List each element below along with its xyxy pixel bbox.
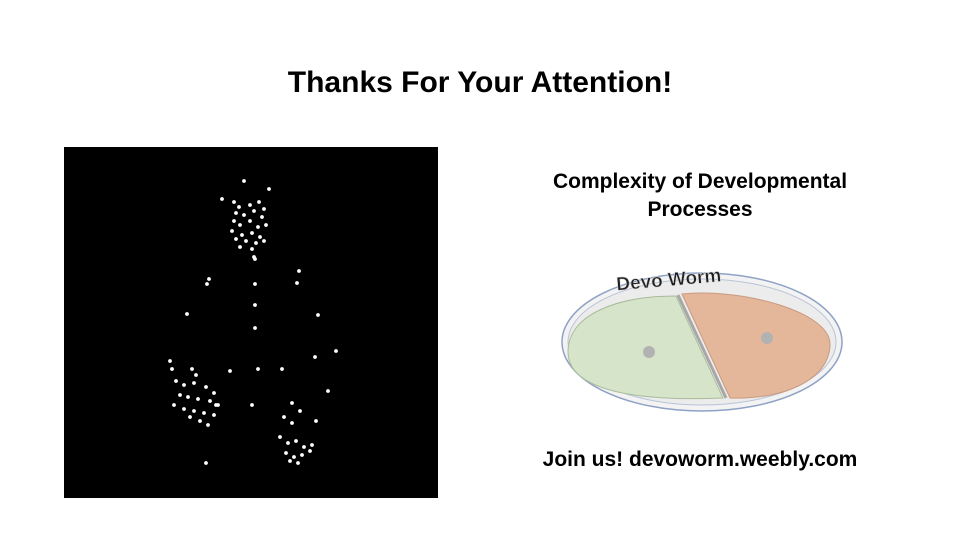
nucleus-dot — [267, 187, 271, 191]
nucleus-dot — [240, 233, 244, 237]
nucleus-dot — [205, 282, 209, 286]
subtitle: Complexity of Developmental Processes — [500, 168, 900, 224]
cell-nuclei-image — [64, 147, 438, 498]
nucleus-dot — [214, 403, 218, 407]
nucleus-dot — [280, 367, 284, 371]
nucleus-dot — [170, 367, 174, 371]
nucleus-dot — [260, 215, 264, 219]
nucleus-dot — [256, 367, 260, 371]
nucleus-dot — [212, 413, 216, 417]
nucleus-dot — [186, 395, 190, 399]
nucleus-dot — [282, 415, 286, 419]
nucleus-dot — [298, 409, 302, 413]
nucleus-dot — [262, 239, 266, 243]
nucleus-dot — [230, 229, 234, 233]
logo-left-nucleus — [643, 346, 655, 358]
nucleus-dot — [190, 367, 194, 371]
nucleus-dot — [196, 397, 200, 401]
nucleus-dot — [182, 407, 186, 411]
logo-divider — [676, 294, 728, 399]
slide-title: Thanks For Your Attention! — [287, 66, 673, 99]
nucleus-dot — [212, 391, 216, 395]
nucleus-dot — [288, 459, 292, 463]
nucleus-dot — [242, 179, 246, 183]
nucleus-dot — [326, 389, 330, 393]
subtitle-line-1: Complexity of Developmental — [552, 170, 848, 193]
nucleus-dot — [292, 455, 296, 459]
nucleus-dot — [192, 381, 196, 385]
nucleus-dot — [234, 237, 238, 241]
cell-nuclei-dots — [168, 179, 338, 465]
nucleus-dot — [310, 443, 314, 447]
devoworm-logo-graphic: Devo Worm — [561, 265, 843, 412]
nucleus-dot — [204, 461, 208, 465]
nucleus-dot — [257, 200, 261, 204]
nucleus-dot — [238, 245, 242, 249]
nucleus-dot — [284, 451, 288, 455]
nucleus-dot — [264, 223, 268, 227]
nucleus-dot — [206, 423, 210, 427]
nucleus-dot — [252, 209, 256, 213]
nucleus-dot — [234, 211, 238, 215]
logo-right-nucleus — [761, 332, 773, 344]
nucleus-dot — [182, 383, 186, 387]
nucleus-dot — [297, 269, 301, 273]
nucleus-dot — [253, 257, 257, 261]
logo-right-half — [681, 292, 831, 399]
nucleus-dot — [232, 200, 236, 204]
subtitle-line-2: Processes — [647, 198, 753, 221]
nucleus-dot — [256, 225, 260, 229]
nucleus-dot — [250, 231, 254, 235]
nucleus-dot — [244, 239, 248, 243]
nucleus-dot — [174, 379, 178, 383]
nucleus-dot — [207, 277, 211, 281]
nucleus-dot — [334, 349, 338, 353]
nucleus-dot — [258, 235, 262, 239]
nucleus-dot — [237, 205, 241, 209]
nucleus-dot — [294, 439, 298, 443]
nucleus-dot — [248, 203, 252, 207]
nucleus-dot — [290, 421, 294, 425]
nucleus-dot — [296, 461, 300, 465]
nucleus-dot — [300, 453, 304, 457]
nucleus-dot — [250, 247, 254, 251]
nucleus-dot — [208, 399, 212, 403]
nucleus-dot — [286, 441, 290, 445]
nucleus-dot — [302, 445, 306, 449]
nucleus-dot — [198, 419, 202, 423]
nucleus-dot — [262, 207, 266, 211]
nucleus-dot — [253, 326, 257, 330]
nucleus-dot — [172, 403, 176, 407]
nucleus-dot — [278, 435, 282, 439]
nucleus-dot — [316, 313, 320, 317]
nucleus-dot — [290, 401, 294, 405]
nucleus-dot — [295, 281, 299, 285]
join-link-text: Join us! devoworm.weebly.com — [542, 448, 858, 471]
nucleus-dot — [194, 373, 198, 377]
devoworm-logo: Devo Worm — [558, 250, 848, 415]
nucleus-dot — [220, 197, 224, 201]
nucleus-dot — [250, 403, 254, 407]
nucleus-dot — [185, 312, 189, 316]
nucleus-dot — [242, 213, 246, 217]
nucleus-dot — [254, 241, 258, 245]
nucleus-dot — [204, 385, 208, 389]
nucleus-dot — [253, 303, 257, 307]
nucleus-dot — [314, 419, 318, 423]
nucleus-dot — [168, 359, 172, 363]
nucleus-dot — [308, 449, 312, 453]
nucleus-dot — [253, 282, 257, 286]
nucleus-dot — [202, 411, 206, 415]
nucleus-dot — [248, 219, 252, 223]
nucleus-dot — [238, 223, 242, 227]
nucleus-dot — [228, 369, 232, 373]
nucleus-dot — [192, 409, 196, 413]
nucleus-dot — [188, 415, 192, 419]
nucleus-dot — [232, 219, 236, 223]
nucleus-dot — [313, 355, 317, 359]
nucleus-dot — [178, 393, 182, 397]
